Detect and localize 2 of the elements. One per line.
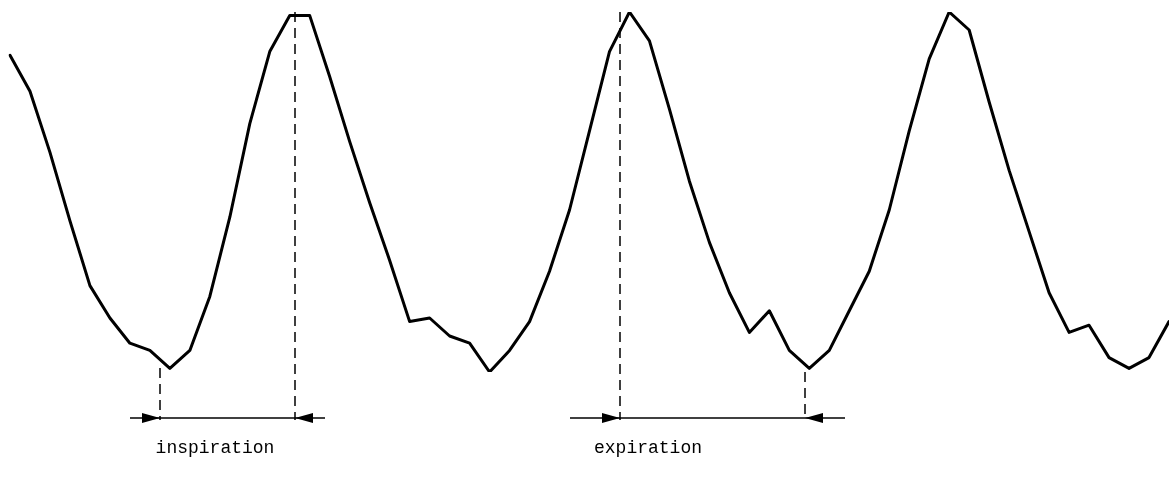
text: expiration xyxy=(593,437,703,458)
text: inspiration xyxy=(155,437,275,458)
